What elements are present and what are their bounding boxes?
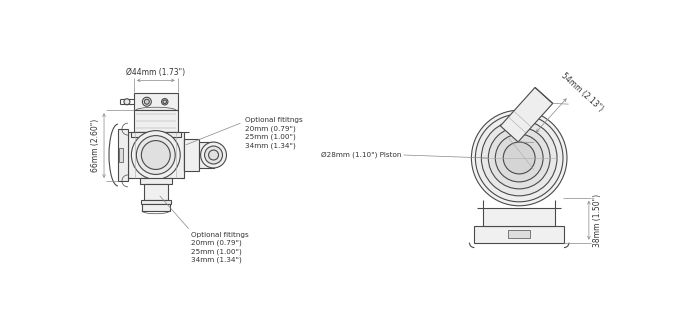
Circle shape xyxy=(481,120,557,196)
Text: Optional fititngs
20mm (0.79")
25mm (1.00")
34mm (1.34"): Optional fititngs 20mm (0.79") 25mm (1.0… xyxy=(190,232,248,263)
Bar xyxy=(128,132,184,178)
Circle shape xyxy=(205,146,223,164)
Circle shape xyxy=(137,136,175,174)
Circle shape xyxy=(489,127,550,189)
Circle shape xyxy=(475,114,563,202)
Bar xyxy=(144,184,168,200)
Polygon shape xyxy=(500,88,553,142)
Bar xyxy=(134,110,178,132)
Bar xyxy=(474,226,564,243)
Text: Ø28mm (1.10") Piston: Ø28mm (1.10") Piston xyxy=(321,152,402,158)
Bar xyxy=(134,93,178,110)
Bar xyxy=(483,208,555,226)
Circle shape xyxy=(471,110,567,206)
Bar xyxy=(120,148,123,162)
Text: 54mm (2.13"): 54mm (2.13") xyxy=(559,71,605,113)
Circle shape xyxy=(209,150,219,160)
Text: 38mm (1.50"): 38mm (1.50") xyxy=(593,194,602,247)
Bar xyxy=(141,200,171,204)
Bar xyxy=(140,178,172,184)
Circle shape xyxy=(162,99,168,105)
Circle shape xyxy=(141,141,170,169)
Bar xyxy=(131,132,180,137)
Text: Optional fititngs
20mm (0.79")
25mm (1.00")
34mm (1.34"): Optional fititngs 20mm (0.79") 25mm (1.0… xyxy=(246,117,303,149)
Text: Ø44mm (1.73"): Ø44mm (1.73") xyxy=(127,68,185,77)
Circle shape xyxy=(163,100,166,104)
Bar xyxy=(142,204,170,211)
Bar xyxy=(508,230,530,238)
Text: 66mm (2.60"): 66mm (2.60") xyxy=(91,119,100,172)
Circle shape xyxy=(495,134,543,182)
Bar xyxy=(118,129,128,181)
Bar xyxy=(184,139,199,171)
Circle shape xyxy=(201,142,227,168)
Circle shape xyxy=(131,131,180,179)
Circle shape xyxy=(143,97,151,106)
Circle shape xyxy=(144,99,149,104)
Circle shape xyxy=(124,99,130,105)
Bar xyxy=(199,142,213,168)
Circle shape xyxy=(503,142,535,174)
